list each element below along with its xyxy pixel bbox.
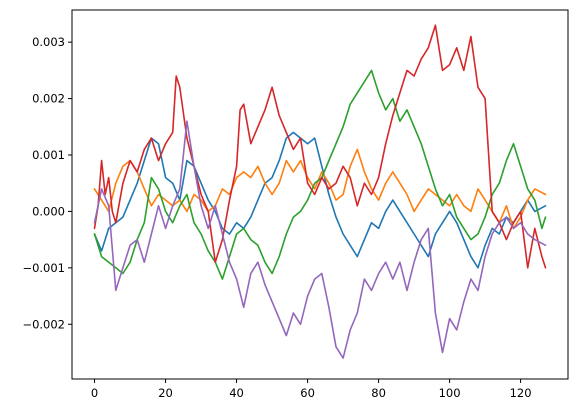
x-tick-label: 60 (300, 386, 315, 400)
plot-frame (71, 9, 569, 380)
x-tick-label: 100 (439, 386, 461, 400)
y-tick-label: −0.002 (22, 317, 65, 331)
series-line-1 (93, 131, 547, 269)
x-tick-label: 80 (371, 386, 386, 400)
series-line-4 (93, 24, 547, 269)
y-tick-label: 0.000 (32, 204, 65, 218)
y-tick-label: −0.001 (22, 261, 65, 275)
x-axis: 0 20 40 60 80 100 120 (91, 379, 532, 400)
series-line-5 (93, 120, 547, 359)
x-tick-label: 20 (158, 386, 173, 400)
x-tick-label: 0 (91, 386, 98, 400)
y-tick-label: 0.001 (32, 148, 65, 162)
series-group (93, 24, 547, 359)
y-tick-label: 0.002 (32, 92, 65, 106)
x-tick-label: 40 (229, 386, 244, 400)
x-tick-label: 120 (510, 386, 532, 400)
y-tick-label: 0.003 (32, 35, 65, 49)
y-axis: −0.002 −0.001 0.000 0.001 0.002 0.003 (22, 35, 72, 331)
